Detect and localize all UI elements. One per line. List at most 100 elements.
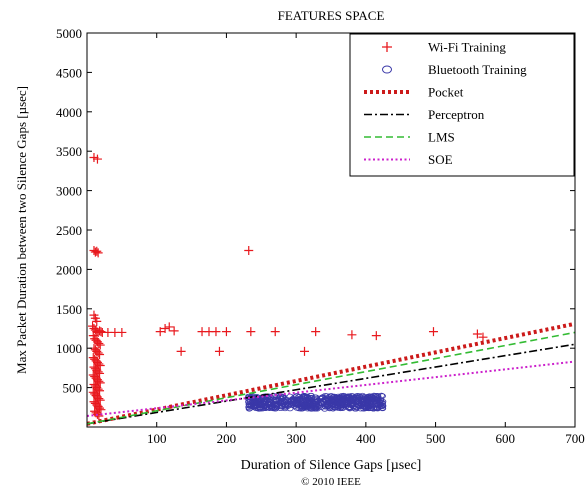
bluetooth-points-group	[245, 392, 387, 412]
wifi-point	[478, 332, 488, 342]
wifi-point	[95, 395, 105, 405]
bluetooth-point	[352, 398, 360, 405]
boundary-lines-group	[87, 321, 575, 426]
wifi-point	[164, 322, 174, 332]
bluetooth-point	[301, 402, 309, 409]
wifi-point	[95, 340, 105, 350]
y-axis-ticks: 500 1000 1500 2000 2500 3000 3500 4000 4500 5000	[56, 26, 575, 396]
bluetooth-point	[317, 399, 325, 406]
x-tick-label: 700	[565, 431, 585, 446]
plot-area	[87, 153, 575, 426]
wifi-point	[95, 361, 105, 371]
bluetooth-point	[335, 401, 343, 408]
bluetooth-point	[345, 394, 353, 401]
wifi-point	[117, 327, 127, 337]
x-axis-label: Duration of Silence Gaps [µsec]	[241, 458, 422, 473]
legend-symbol-bluetooth-training	[382, 65, 392, 74]
wifi-point	[371, 331, 381, 341]
x-tick-label: 200	[217, 431, 237, 446]
y-tick-label: 4500	[56, 65, 82, 80]
y-axis-label: Max Packet Duration between two Silence …	[14, 86, 29, 374]
wifi-point	[95, 350, 105, 360]
bluetooth-point	[339, 394, 347, 401]
wifi-point	[300, 346, 310, 356]
bluetooth-point	[360, 404, 368, 410]
bluetooth-point	[280, 398, 288, 404]
wifi-point	[95, 403, 105, 413]
bluetooth-point	[353, 399, 361, 406]
boundary-line-perceptron	[87, 343, 575, 425]
wifi-point	[93, 348, 103, 358]
bluetooth-point	[377, 403, 385, 409]
bluetooth-point	[364, 396, 373, 402]
wifi-point	[428, 327, 438, 337]
wifi-point	[96, 405, 106, 415]
wifi-point	[246, 327, 256, 337]
bluetooth-point	[312, 405, 320, 412]
bluetooth-point	[334, 397, 342, 404]
boundary-line-pocket	[87, 321, 575, 426]
wifi-point	[94, 411, 104, 421]
bluetooth-point	[254, 394, 262, 401]
bluetooth-point	[258, 400, 267, 406]
wifi-point	[270, 327, 280, 337]
bluetooth-point	[355, 393, 363, 399]
bluetooth-point	[351, 405, 359, 412]
wifi-point	[92, 316, 102, 326]
wifi-point	[214, 346, 224, 356]
y-tick-label: 2500	[56, 223, 82, 238]
bluetooth-point	[375, 400, 383, 406]
legend-label-soe: SOE	[428, 152, 453, 167]
x-tick-label: 100	[147, 431, 167, 446]
bluetooth-point	[276, 399, 284, 405]
y-tick-label: 4000	[56, 105, 82, 120]
y-tick-label: 3000	[56, 184, 82, 199]
x-tick-label: 400	[356, 431, 376, 446]
wifi-point	[94, 359, 104, 369]
wifi-point	[92, 154, 102, 164]
bluetooth-point	[345, 397, 353, 404]
bluetooth-point	[364, 404, 372, 410]
y-tick-label: 5000	[56, 26, 82, 41]
wifi-point	[95, 386, 105, 396]
x-axis-ticks: 100 200 300 400 500 600 700	[147, 33, 585, 446]
bluetooth-point	[261, 400, 270, 407]
bluetooth-point	[376, 397, 384, 403]
bluetooth-point	[372, 393, 380, 399]
bluetooth-point	[306, 396, 314, 403]
legend: Wi-Fi Training Bluetooth Training Pocket Pe…	[349, 33, 575, 177]
bluetooth-point	[301, 397, 310, 403]
chart-title: FEATURES SPACE	[278, 8, 385, 23]
bluetooth-point	[296, 403, 304, 409]
x-tick-label: 300	[286, 431, 306, 446]
bluetooth-point	[357, 394, 365, 400]
y-tick-label: 1000	[56, 341, 82, 356]
y-tick-label: 3500	[56, 144, 82, 159]
legend-symbol-wi-fi-training	[382, 42, 392, 52]
legend-label-lms: LMS	[428, 130, 455, 145]
bluetooth-point	[321, 392, 329, 399]
wifi-point	[347, 330, 357, 340]
wifi-point	[94, 376, 104, 386]
bluetooth-point	[307, 400, 316, 406]
wifi-point	[155, 327, 165, 337]
wifi-point	[221, 327, 231, 337]
bluetooth-point	[311, 403, 320, 409]
wifi-point	[92, 246, 102, 256]
legend-label-wi-fi-training: Wi-Fi Training	[428, 40, 506, 55]
bluetooth-point	[280, 394, 288, 400]
wifi-point	[211, 327, 221, 337]
bluetooth-point	[372, 396, 380, 403]
wifi-point	[93, 367, 103, 377]
bluetooth-point	[281, 405, 289, 412]
wifi-point	[311, 327, 321, 337]
x-tick-label: 500	[426, 431, 446, 446]
wifi-point	[160, 324, 170, 333]
wifi-point	[93, 248, 103, 258]
legend-label-perceptron: Perceptron	[428, 107, 485, 122]
y-tick-label: 500	[63, 381, 83, 396]
wifi-point	[244, 245, 254, 255]
bluetooth-point	[321, 406, 329, 412]
wifi-point	[169, 326, 179, 336]
